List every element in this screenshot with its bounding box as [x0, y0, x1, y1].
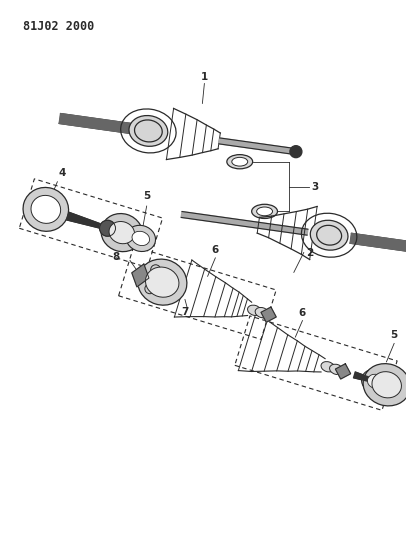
Ellipse shape	[372, 372, 401, 398]
Polygon shape	[66, 212, 103, 229]
Ellipse shape	[368, 374, 383, 389]
Text: 5: 5	[143, 191, 150, 201]
Text: 81J02 2000: 81J02 2000	[23, 20, 94, 33]
Ellipse shape	[101, 214, 142, 252]
Ellipse shape	[31, 196, 61, 223]
Ellipse shape	[317, 225, 341, 245]
Ellipse shape	[257, 207, 273, 216]
Text: 8: 8	[113, 253, 120, 262]
Ellipse shape	[109, 222, 135, 244]
Ellipse shape	[252, 204, 278, 219]
Text: 2: 2	[306, 247, 313, 257]
Ellipse shape	[129, 116, 168, 147]
Polygon shape	[181, 212, 308, 235]
Ellipse shape	[135, 120, 162, 142]
Circle shape	[290, 146, 302, 158]
Circle shape	[100, 220, 116, 236]
Text: 6: 6	[299, 308, 306, 318]
Ellipse shape	[321, 361, 335, 372]
Ellipse shape	[232, 157, 248, 166]
Ellipse shape	[138, 259, 187, 305]
Ellipse shape	[132, 231, 150, 246]
Text: 5: 5	[391, 330, 398, 341]
Ellipse shape	[363, 364, 407, 406]
Text: 6: 6	[212, 245, 219, 255]
Text: 4: 4	[59, 168, 66, 178]
Text: 3: 3	[311, 182, 319, 191]
Ellipse shape	[310, 220, 348, 250]
Polygon shape	[59, 114, 149, 136]
Ellipse shape	[247, 305, 261, 316]
Polygon shape	[354, 372, 371, 382]
Polygon shape	[261, 307, 276, 322]
Text: 1: 1	[201, 71, 208, 82]
Polygon shape	[219, 138, 291, 154]
Ellipse shape	[361, 369, 389, 393]
Ellipse shape	[330, 364, 343, 375]
Ellipse shape	[126, 225, 155, 252]
Text: 7: 7	[181, 308, 189, 318]
Ellipse shape	[255, 308, 269, 318]
Ellipse shape	[23, 188, 68, 231]
Polygon shape	[335, 364, 350, 379]
Ellipse shape	[227, 155, 253, 169]
Polygon shape	[132, 264, 149, 287]
Ellipse shape	[145, 267, 179, 297]
Polygon shape	[350, 233, 407, 254]
